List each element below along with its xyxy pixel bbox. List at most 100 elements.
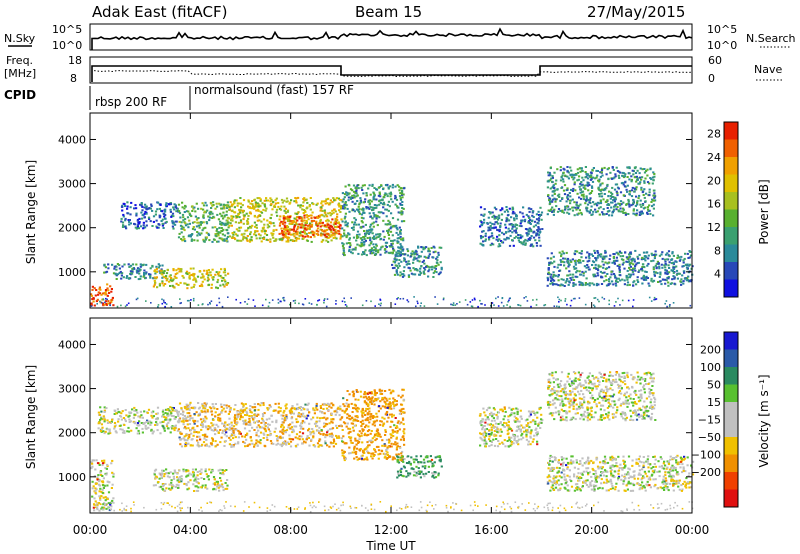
heatmap-cell [184, 218, 187, 221]
heatmap-cell [375, 198, 378, 201]
heatmap-cell [297, 211, 300, 214]
heatmap-cell [394, 194, 397, 197]
heatmap-cell [260, 421, 263, 424]
heatmap-cell [140, 204, 143, 207]
heatmap-cell [186, 223, 189, 226]
heatmap-cell [100, 423, 103, 426]
heatmap-cell [136, 225, 139, 228]
heatmap-cell [369, 249, 372, 252]
heatmap-cell [519, 222, 522, 225]
heatmap-cell [515, 213, 518, 216]
heatmap-cell [181, 213, 185, 216]
heatmap-cell [238, 202, 241, 205]
heatmap-cell [653, 254, 656, 256]
heatmap-cell [659, 273, 662, 276]
heatmap-cell [588, 201, 591, 204]
heatmap-cell [180, 480, 183, 483]
heatmap-cell [401, 196, 404, 199]
heatmap-cell [248, 206, 251, 209]
heatmap-cell [617, 210, 620, 213]
heatmap-cell [328, 433, 331, 436]
heatmap-cell [334, 229, 337, 231]
heatmap-cell [353, 221, 357, 224]
heatmap-cell [492, 227, 495, 230]
heatmap-cell [289, 423, 292, 426]
heatmap-cell [136, 267, 140, 270]
heatmap-cell [172, 415, 175, 417]
heatmap-cell [190, 406, 193, 409]
heatmap-cell [223, 223, 226, 226]
heatmap-cell [255, 415, 258, 417]
heatmap-cell [94, 500, 97, 503]
heatmap-cell [331, 436, 334, 438]
heatmap-cell [442, 297, 445, 300]
heatmap-cell [642, 251, 646, 254]
heatmap-cell [488, 226, 491, 229]
heatmap-cell [181, 206, 184, 209]
heatmap-cell [565, 280, 568, 282]
heatmap-cell [222, 211, 225, 214]
heatmap-cell [551, 262, 554, 265]
heatmap-cell [191, 468, 195, 471]
heatmap-cell [535, 242, 538, 244]
heatmap-cell [338, 198, 342, 201]
heatmap-cell [200, 471, 203, 474]
heatmap-cell [223, 215, 226, 218]
heatmap-cell [238, 216, 241, 219]
heatmap-cell [607, 261, 610, 264]
heatmap-cell [190, 286, 193, 289]
heatmap-cell [498, 230, 501, 233]
heatmap-cell [596, 210, 599, 213]
heatmap-cell [335, 434, 338, 437]
heatmap-cell [573, 181, 576, 184]
heatmap-cell [335, 303, 337, 305]
heatmap-cell [614, 204, 617, 207]
heatmap-cell [396, 184, 399, 187]
heatmap-cell [671, 251, 674, 254]
heatmap-cell [278, 224, 281, 227]
heatmap-cell [403, 258, 406, 261]
heatmap-cell [577, 259, 581, 261]
heatmap-cell [169, 431, 172, 434]
heatmap-cell [391, 267, 395, 270]
heatmap-cell [196, 444, 199, 447]
heatmap-cell [683, 257, 686, 260]
heatmap-cell [140, 422, 143, 424]
heatmap-cell [230, 424, 234, 427]
heatmap-cell [344, 304, 347, 306]
heatmap-cell [302, 209, 305, 211]
heatmap-cell [652, 171, 655, 174]
heatmap-cell [389, 230, 393, 233]
heatmap-cell [275, 419, 278, 422]
heatmap-cell [266, 408, 269, 411]
heatmap-cell [608, 299, 610, 302]
heatmap-cell [321, 224, 324, 227]
heatmap-cell [579, 281, 582, 284]
heatmap-cell [135, 271, 139, 273]
heatmap-cell [670, 282, 673, 285]
heatmap-cell [286, 225, 289, 227]
heatmap-cell [301, 420, 304, 423]
heatmap-cell [564, 257, 567, 260]
heatmap-cell [608, 280, 611, 283]
heatmap-cell [285, 403, 288, 406]
heatmap-cell [199, 223, 202, 226]
heatmap-cell [92, 506, 95, 509]
heatmap-cell [218, 202, 221, 205]
heatmap-cell [194, 479, 197, 482]
heatmap-cell [203, 278, 206, 281]
heatmap-cell [377, 186, 380, 189]
heatmap-cell [562, 167, 565, 170]
heatmap-cell [643, 171, 647, 174]
heatmap-cell [200, 221, 203, 224]
heatmap-cell [310, 217, 313, 220]
heatmap-cell [348, 192, 351, 195]
heatmap-cell [606, 262, 609, 265]
heatmap-cell [120, 304, 122, 307]
heatmap-cell [550, 208, 553, 211]
heatmap-cell [212, 419, 215, 421]
heatmap-cell [250, 200, 254, 203]
heatmap-cell [102, 298, 104, 300]
heatmap-cell [242, 199, 246, 202]
heatmap-cell [184, 427, 188, 430]
